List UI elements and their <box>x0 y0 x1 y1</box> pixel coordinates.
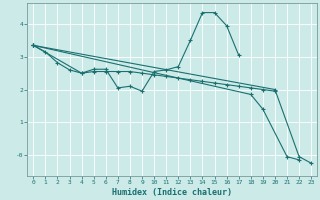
X-axis label: Humidex (Indice chaleur): Humidex (Indice chaleur) <box>112 188 232 197</box>
